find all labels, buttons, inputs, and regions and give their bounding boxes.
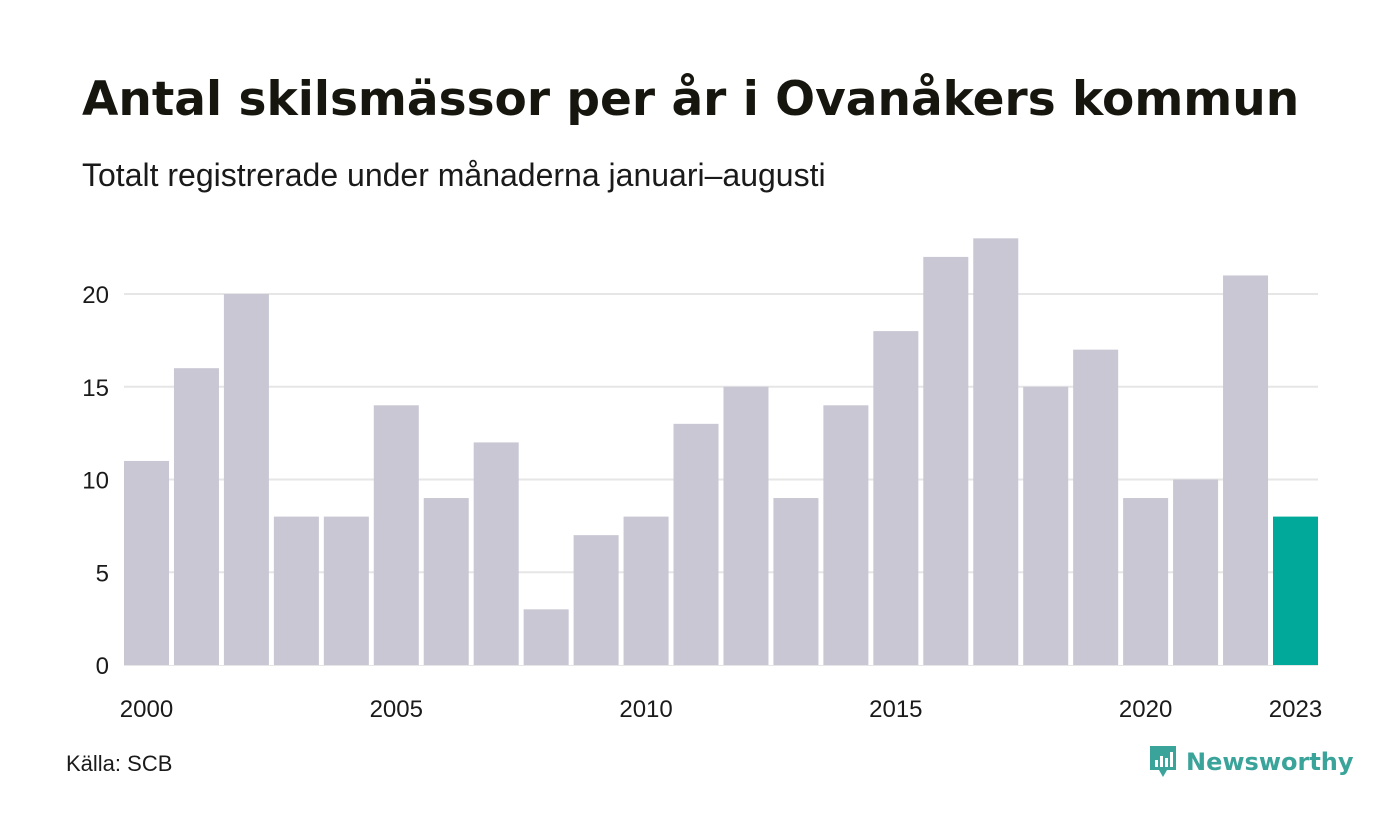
- brand-logo: Newsworthy: [1148, 742, 1354, 782]
- bar-2003: [273, 516, 319, 665]
- bar-2012: [723, 386, 769, 665]
- bar-2021: [1173, 479, 1219, 665]
- bar-2007: [473, 442, 519, 665]
- x-axis-ticks: 2000 2005 2010 2015 2020 2023: [120, 696, 1322, 723]
- x-tick-label: 2010: [619, 696, 672, 723]
- x-tick-label: 2023: [1269, 696, 1322, 723]
- bar-2018: [1023, 386, 1069, 665]
- bar-2014: [823, 405, 869, 665]
- bar-2000: [124, 460, 169, 665]
- newsworthy-logo-icon: [1150, 746, 1176, 777]
- bar-2009: [573, 535, 619, 665]
- y-tick-label: 0: [96, 653, 109, 680]
- x-tick-label: 2005: [370, 696, 423, 723]
- gridlines: [124, 293, 1318, 666]
- y-tick-label: 15: [82, 375, 109, 402]
- y-tick-label: 5: [96, 560, 109, 587]
- chart-title: Antal skilsmässor per år i Ovanåkers kom…: [82, 72, 1300, 127]
- x-tick-label: 2000: [120, 696, 173, 723]
- bar-2019: [1073, 349, 1119, 665]
- bar-2002: [223, 294, 269, 665]
- bar-2020: [1123, 498, 1169, 665]
- bar-2013: [773, 498, 819, 665]
- y-tick-label: 10: [82, 468, 109, 495]
- bar-2005: [373, 405, 419, 665]
- brand-name: Newsworthy: [1186, 748, 1354, 776]
- bar-2023: [1273, 516, 1318, 665]
- bar-chart: 0 5 10 15 20 2000 2005 2010 2015 2020 2023: [82, 238, 1322, 723]
- x-tick-label: 2020: [1119, 696, 1172, 723]
- bar-2016: [923, 256, 969, 665]
- y-axis-ticks: 0 5 10 15 20: [82, 282, 109, 680]
- y-tick-label: 20: [82, 282, 109, 309]
- source-note: Källa: SCB: [66, 751, 173, 776]
- bar-2015: [873, 331, 919, 665]
- bar-2008: [523, 609, 569, 665]
- bar-2004: [323, 516, 369, 665]
- bar-2001: [173, 368, 219, 665]
- bar-2010: [623, 516, 669, 665]
- bars: [124, 238, 1318, 665]
- chart-subtitle: Totalt registrerade under månaderna janu…: [82, 157, 826, 193]
- bar-2017: [973, 238, 1019, 665]
- bar-2022: [1223, 275, 1269, 665]
- bar-2011: [673, 423, 719, 665]
- bar-2006: [423, 498, 469, 665]
- x-tick-label: 2015: [869, 696, 922, 723]
